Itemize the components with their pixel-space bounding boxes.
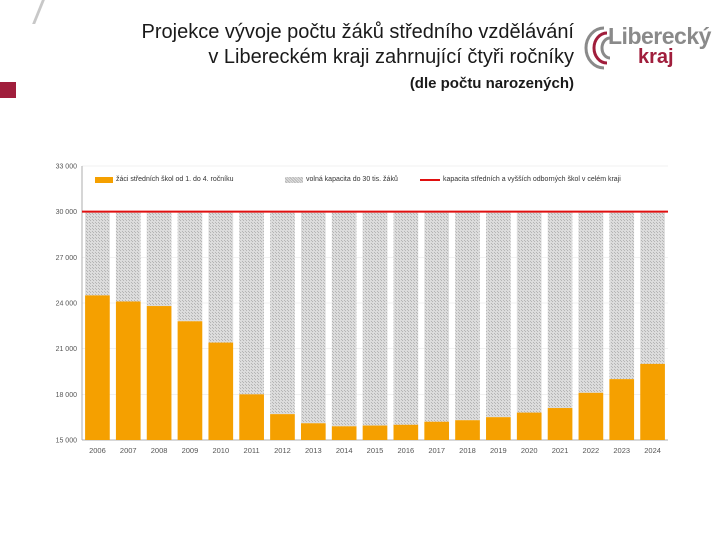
student-bar	[177, 321, 203, 440]
student-bar	[239, 394, 264, 440]
legend-swatch-students	[95, 176, 113, 183]
student-bar	[300, 423, 326, 440]
free-capacity-bar	[578, 211, 604, 393]
x-tick-label: 2008	[151, 446, 168, 455]
x-tick-label: 2015	[367, 446, 384, 455]
legend-swatch-capacity	[420, 178, 440, 181]
legend-label-free-capacity: volná kapacita do 30 tis. žáků	[306, 176, 398, 183]
free-capacity-bar	[362, 211, 388, 426]
x-tick-label: 2017	[428, 446, 445, 455]
student-bar	[609, 379, 635, 440]
y-tick-label: 15 000	[56, 438, 78, 445]
y-tick-label: 27 000	[56, 255, 78, 262]
student-bar	[424, 421, 450, 440]
student-bar	[331, 426, 357, 440]
logo-arcs-icon	[584, 26, 611, 70]
x-tick-label: 2022	[583, 446, 600, 455]
free-capacity-bar	[393, 211, 419, 425]
legend-swatch-free-capacity	[285, 176, 303, 183]
liberecky-kraj-logo: Liberecký kraj	[582, 22, 711, 74]
x-tick-label: 2023	[613, 446, 630, 455]
free-capacity-bar	[516, 211, 542, 413]
free-capacity-bar	[331, 211, 357, 427]
student-bar	[547, 408, 573, 440]
y-tick-label: 21 000	[56, 346, 78, 353]
x-tick-label: 2016	[397, 446, 414, 455]
student-bar	[486, 417, 511, 440]
student-bar	[208, 342, 234, 440]
free-capacity-bar	[146, 211, 172, 307]
y-tick-label: 33 000	[56, 164, 78, 171]
student-bar	[85, 295, 110, 440]
x-tick-label: 2006	[89, 446, 106, 455]
y-tick-label: 24 000	[56, 301, 78, 308]
student-bar	[146, 306, 172, 440]
x-tick-label: 2012	[274, 446, 291, 455]
x-tick-label: 2019	[490, 446, 507, 455]
legend-label-capacity: kapacita středních a vyšších odborných š…	[443, 176, 621, 183]
student-bar	[516, 412, 542, 440]
slide-subtitle: (dle počtu narozených)	[409, 75, 574, 92]
student-bar	[393, 424, 419, 440]
student-bar	[362, 425, 388, 440]
free-capacity-bar	[239, 211, 264, 395]
x-tick-label: 2024	[644, 446, 661, 455]
x-tick-label: 2018	[459, 446, 476, 455]
student-bar	[455, 420, 480, 440]
student-projection-chart: 15 000 18 000 21 000 24 000 27 000 30 000 33 0…	[30, 160, 680, 460]
free-capacity-bar	[486, 211, 511, 418]
slide-title: Projekce vývoje počtu žáků středního vzd…	[40, 20, 574, 70]
x-tick-label: 2010	[212, 446, 229, 455]
legend-label-students: žáci středních škol od 1. do 4. ročníku	[116, 176, 234, 183]
student-bar	[640, 363, 665, 440]
x-tick-label: 2011	[244, 446, 260, 455]
logo-text-liberecky: Liberecký	[608, 23, 711, 49]
free-capacity-bar	[270, 211, 295, 415]
chart-legend: žáci středních škol od 1. do 4. ročníku …	[95, 176, 675, 190]
free-capacity-bar	[640, 211, 665, 364]
x-tick-label: 2020	[521, 446, 538, 455]
student-bar	[270, 414, 295, 440]
x-tick-label: 2009	[182, 446, 199, 455]
y-tick-label: 30 000	[56, 209, 78, 216]
chart-svg: 15 000 18 000 21 000 24 000 27 000 30 000 33 0…	[56, 164, 668, 455]
free-capacity-bar	[455, 211, 480, 421]
free-capacity-bar	[547, 211, 573, 409]
student-bar	[115, 301, 141, 440]
free-capacity-bar	[424, 211, 450, 422]
free-capacity-bar	[177, 211, 203, 322]
student-bar	[578, 392, 604, 440]
free-capacity-bar	[208, 211, 234, 343]
free-capacity-bar	[609, 211, 635, 380]
free-capacity-bar	[85, 211, 110, 296]
free-capacity-bar	[300, 211, 326, 424]
title-line-2: v Libereckém kraji zahrnující čtyři ročn…	[208, 46, 574, 68]
legend-item-capacity: kapacita středních a vyšších odborných š…	[420, 176, 621, 183]
y-tick-label: 18 000	[56, 392, 78, 399]
x-tick-label: 2013	[305, 446, 322, 455]
free-capacity-bar	[115, 211, 141, 302]
x-tick-label: 2021	[552, 446, 569, 455]
logo-text-kraj: kraj	[638, 46, 674, 68]
legend-item-free-capacity: volná kapacita do 30 tis. žáků	[285, 176, 398, 183]
x-tick-label: 2007	[120, 446, 137, 455]
slide-marker	[0, 82, 16, 98]
legend-item-students: žáci středních škol od 1. do 4. ročníku	[95, 176, 234, 183]
x-tick-label: 2014	[336, 446, 353, 455]
title-line-1: Projekce vývoje počtu žáků středního vzd…	[141, 21, 574, 43]
